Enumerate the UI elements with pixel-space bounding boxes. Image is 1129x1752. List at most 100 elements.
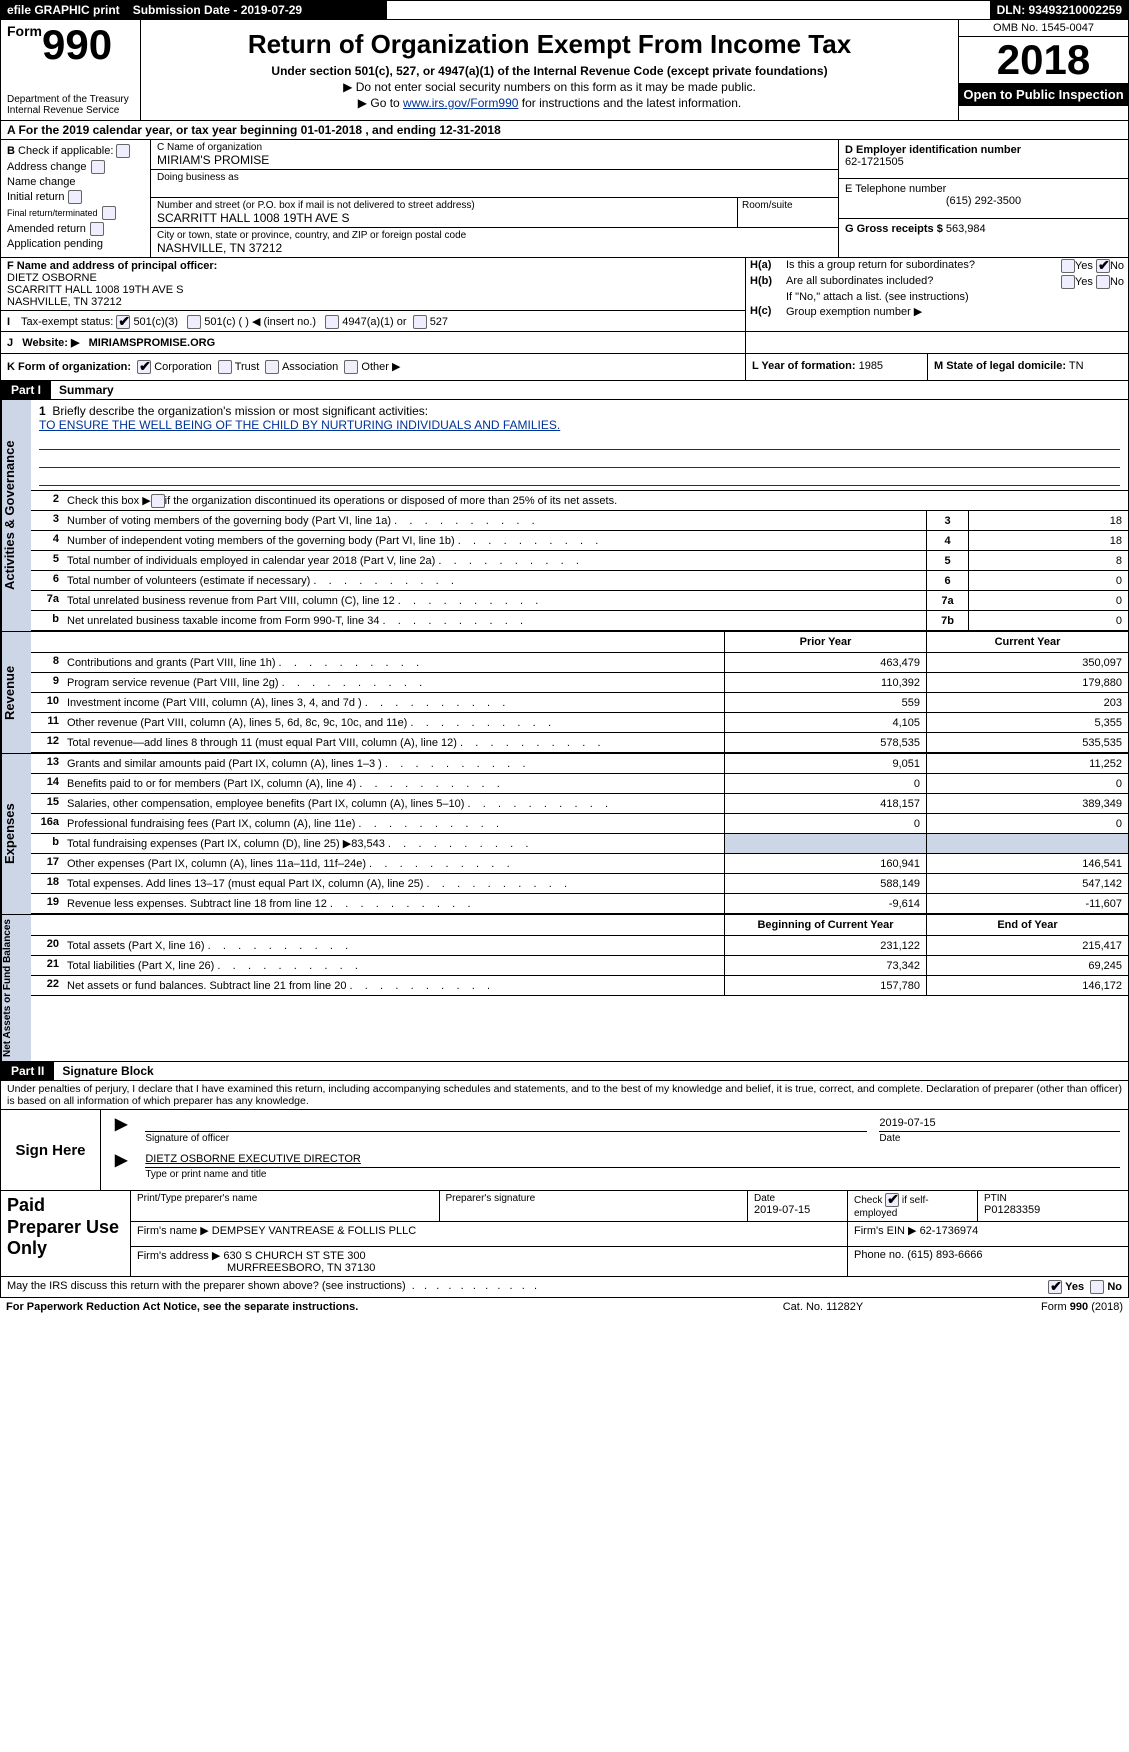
checkbox-icon[interactable] — [265, 360, 279, 374]
checkbox-icon[interactable] — [413, 315, 427, 329]
current-year-value: 547,142 — [926, 874, 1128, 893]
current-year-value: 179,880 — [926, 673, 1128, 692]
hc-cont — [746, 332, 1128, 353]
line-num: 12 — [31, 733, 63, 752]
prior-year-hdr: Prior Year — [724, 632, 926, 652]
prior-year-value: 4,105 — [724, 713, 926, 732]
opt-501c: 501(c) ( ) ◀ (insert no.) — [204, 316, 316, 328]
d-ein-val: 62-1721505 — [845, 156, 1122, 168]
checkbox-icon[interactable] — [1096, 275, 1110, 289]
current-year-value: 535,535 — [926, 733, 1128, 752]
checkbox-icon[interactable] — [151, 494, 165, 508]
l-lbl: L Year of formation: — [752, 360, 856, 372]
checkbox-icon[interactable] — [91, 160, 105, 174]
firm-ein-lbl: Firm's EIN ▶ — [854, 1225, 917, 1237]
line-num: 20 — [31, 936, 63, 955]
line-row: bNet unrelated business taxable income f… — [31, 611, 1128, 631]
line-num: 3 — [31, 511, 63, 530]
boy-hdr: Beginning of Current Year — [724, 915, 926, 935]
col-b-right: D Employer identification number 62-1721… — [838, 140, 1128, 257]
dln-label: DLN: 93493210002259 — [991, 1, 1128, 19]
line-num: 18 — [31, 874, 63, 893]
line-2-desc: Check this box ▶ if the organization dis… — [63, 491, 1128, 510]
sign-section: Sign Here ▶ Signature of officer 2019-07… — [0, 1110, 1129, 1191]
checkbox-icon[interactable] — [90, 222, 104, 236]
current-year-value: 389,349 — [926, 794, 1128, 813]
governance-section: Activities & Governance 1 Briefly descri… — [0, 400, 1129, 632]
checkbox-icon[interactable] — [102, 206, 116, 220]
prior-year-value: 73,342 — [724, 956, 926, 975]
checkbox-icon[interactable] — [325, 315, 339, 329]
line-value: 0 — [968, 571, 1128, 590]
h-section: H(a) Is this a group return for subordin… — [746, 258, 1128, 331]
side-governance: Activities & Governance — [1, 400, 31, 631]
j-website: J Website: ▶ MIRIAMSPROMISE.ORG — [1, 332, 746, 353]
chk-final: Final return/terminated — [7, 206, 144, 220]
e-phone-box: E Telephone number (615) 292-3500 — [839, 179, 1128, 218]
hb-note-row: If "No," attach a list. (see instruction… — [746, 290, 1128, 304]
prep-row-1: Print/Type preparer's name Preparer's si… — [131, 1191, 1128, 1222]
current-year-value: 203 — [926, 693, 1128, 712]
footer-row: For Paperwork Reduction Act Notice, see … — [0, 1298, 1129, 1316]
ptin-lbl: PTIN — [984, 1193, 1122, 1204]
part1-header: Part I Summary — [0, 381, 1129, 400]
line-num: 14 — [31, 774, 63, 793]
officer-name: DIETZ OSBORNE — [7, 272, 739, 284]
checkbox-icon[interactable] — [1096, 259, 1110, 273]
side-revenue: Revenue — [1, 632, 31, 753]
checkbox-icon[interactable] — [187, 315, 201, 329]
irs-link[interactable]: www.irs.gov/Form990 — [403, 96, 518, 110]
g-gross-box: G Gross receipts $ 563,984 — [839, 219, 1128, 257]
current-year-value: 350,097 — [926, 653, 1128, 672]
line-row: 16aProfessional fundraising fees (Part I… — [31, 814, 1128, 834]
prior-year-value: 160,941 — [724, 854, 926, 873]
sig-name-cap: Type or print name and title — [145, 1168, 1120, 1180]
section-b: B Check if applicable: Address change Na… — [0, 140, 1129, 258]
sign-body: ▶ Signature of officer 2019-07-15 Date ▶… — [101, 1110, 1128, 1190]
note2-post: for instructions and the latest informat… — [518, 96, 741, 110]
row-j-website: J Website: ▶ MIRIAMSPROMISE.ORG — [0, 332, 1129, 354]
checkbox-icon[interactable] — [1090, 1280, 1104, 1294]
checkbox-icon[interactable] — [1061, 275, 1075, 289]
chk-2: Initial return — [7, 191, 64, 203]
checkbox-icon[interactable] — [218, 360, 232, 374]
footer-left: For Paperwork Reduction Act Notice, see … — [6, 1301, 723, 1313]
part2-header: Part II Signature Block — [0, 1062, 1129, 1081]
current-year-value — [926, 834, 1128, 853]
dba-box: Doing business as — [151, 170, 838, 198]
checkbox-icon[interactable] — [1061, 259, 1075, 273]
form-title: Return of Organization Exempt From Incom… — [149, 29, 950, 60]
l-val: 1985 — [859, 360, 883, 372]
current-year-value: 11,252 — [926, 754, 1128, 773]
street-lbl: Number and street (or P.O. box if mail i… — [157, 200, 731, 211]
k-corp: Corporation — [154, 361, 211, 373]
opt-4947: 4947(a)(1) or — [342, 316, 406, 328]
firm-phone-val: (615) 893-6666 — [907, 1249, 982, 1261]
part2-label: Part II — [1, 1062, 54, 1080]
line-desc: Net unrelated business taxable income fr… — [63, 611, 926, 630]
rev-header: Prior Year Current Year — [31, 632, 1128, 653]
checkbox-icon[interactable] — [885, 1193, 899, 1207]
line-num: 2 — [31, 491, 63, 510]
side-net: Net Assets or Fund Balances — [1, 915, 31, 1061]
checkbox-icon[interactable] — [116, 144, 130, 158]
street-val: SCARRITT HALL 1008 19TH AVE S — [157, 211, 731, 225]
checkbox-icon[interactable] — [1048, 1280, 1062, 1294]
line-desc: Number of voting members of the governin… — [63, 511, 926, 530]
line-desc: Benefits paid to or for members (Part IX… — [63, 774, 724, 793]
tax-year: 2018 — [959, 37, 1128, 83]
line-num: 19 — [31, 894, 63, 913]
checkbox-icon[interactable] — [116, 315, 130, 329]
line-value: 0 — [968, 591, 1128, 610]
discuss-no: No — [1107, 1281, 1122, 1293]
line-value: 18 — [968, 531, 1128, 550]
form-prefix: Form — [7, 23, 42, 39]
checkbox-icon[interactable] — [137, 360, 151, 374]
discuss-yes: Yes — [1065, 1281, 1084, 1293]
line-num: 4 — [31, 531, 63, 550]
line-desc: Revenue less expenses. Subtract line 18 … — [63, 894, 724, 913]
checkbox-icon[interactable] — [344, 360, 358, 374]
eoy-hdr: End of Year — [926, 915, 1128, 935]
line-num: 9 — [31, 673, 63, 692]
checkbox-icon[interactable] — [68, 190, 82, 204]
